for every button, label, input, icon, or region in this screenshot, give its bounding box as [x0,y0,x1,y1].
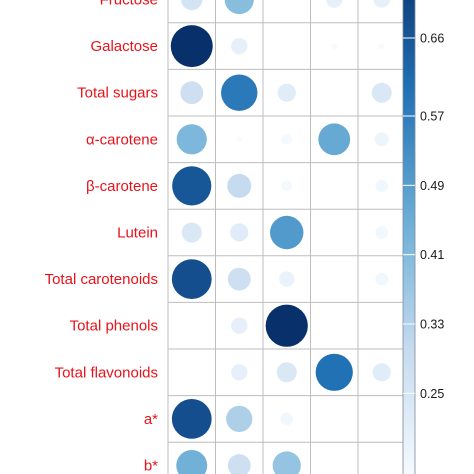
correlation-dot [231,364,248,381]
correlation-dot [272,451,301,474]
correlation-dot [375,179,389,193]
row-label: Galactose [90,38,158,55]
correlation-dot [172,166,212,206]
correlation-dot [371,82,392,103]
correlation-dot [227,267,251,291]
row-label: b* [144,458,158,474]
correlation-dot [374,132,389,147]
correlation-dot [373,0,390,8]
correlation-dot [170,25,213,68]
row-label: a* [144,411,158,428]
correlation-dot [279,271,295,287]
correlation-dot [331,43,338,50]
correlation-dot [265,304,308,347]
correlation-dot [231,317,248,334]
correlation-dot [280,412,294,426]
correlation-dots [170,0,392,474]
correlation-dot [171,399,212,439]
row-label: α-carotene [86,131,158,148]
row-label: Total sugars [77,85,158,102]
correlation-dot [375,272,389,286]
correlation-dot [326,0,343,8]
correlation-dot [276,362,297,383]
correlation-dot [281,180,293,192]
correlation-dot [318,123,351,156]
colorbar-tick-label: 0.66 [420,32,444,46]
correlation-dot [231,37,248,55]
row-label: Total flavonoids [55,364,158,381]
correlation-dot [375,226,389,239]
row-label: Total phenols [70,318,158,335]
correlation-dot [281,134,293,145]
correlation-dot [224,0,254,15]
correlation-dot [181,0,203,11]
correlation-dot [227,454,251,474]
correlation-dot [378,43,385,50]
correlation-dot [176,124,207,155]
correlation-dot [315,353,353,391]
correlation-dot [230,223,249,242]
colorbar: 0.66 0.57 0.49 0.41 0.33 0.25 [402,0,444,474]
colorbar-tick-label: 0.25 [420,387,444,401]
colorbar-tick-label: 0.33 [420,318,444,332]
row-label: Total carotenoids [45,271,158,288]
correlation-dot [176,450,208,474]
correlation-dot [221,74,258,111]
row-label: Fructose [100,0,158,9]
colorbar-tick-label: 0.41 [420,248,444,262]
correlation-dot [227,173,252,198]
correlation-dot [180,81,204,105]
correlation-dot [171,259,212,299]
correlation-dot [181,222,202,243]
correlation-dot [236,136,243,143]
row-labels: Fructose Galactose Total sugars α-carotene β… [45,0,159,474]
correlation-dot [270,215,304,250]
grid [167,0,406,474]
colorbar-gradient [402,0,416,474]
row-label: β-carotene [86,178,158,195]
row-label: Lutein [117,225,158,242]
colorbar-tick-label: 0.57 [420,110,444,124]
correlation-dot [277,83,296,102]
correlation-dot [226,405,253,432]
correlation-dot [372,363,391,382]
colorbar-tick-label: 0.49 [420,179,444,193]
